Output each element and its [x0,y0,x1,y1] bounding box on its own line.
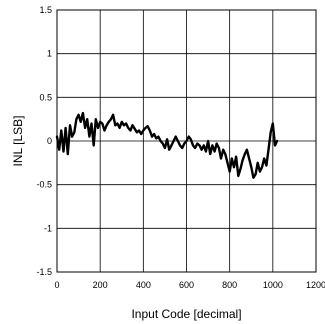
x-tick-label: 600 [179,280,194,290]
y-tick-label: -1 [44,223,52,233]
x-tick-label: 1200 [306,280,325,290]
y-tick-label: 1.5 [39,5,52,15]
x-tick-label: 200 [93,280,108,290]
x-tick-label: 800 [222,280,237,290]
plot-frame [56,9,317,273]
y-axis-label: INL [LSB] [11,116,25,167]
y-tick-label: -0.5 [36,180,52,190]
y-tick-label: 1 [47,49,52,59]
y-tick-label: -1.5 [36,267,52,277]
x-tick-label: 400 [136,280,151,290]
y-tick-label: 0 [47,136,52,146]
inl-series-line [55,111,279,179]
x-tick-label: 1000 [263,280,283,290]
x-axis-label: Input Code [decimal] [131,307,241,321]
x-tick-label: 0 [54,280,59,290]
y-tick-label: 0.5 [39,92,52,102]
series-group [55,111,279,179]
x-tick-labels: 0 200 400 600 800 1000 1200 [54,280,325,290]
y-tick-labels: 1.5 1 0.5 0 -0.5 -1 -1.5 [36,5,52,277]
